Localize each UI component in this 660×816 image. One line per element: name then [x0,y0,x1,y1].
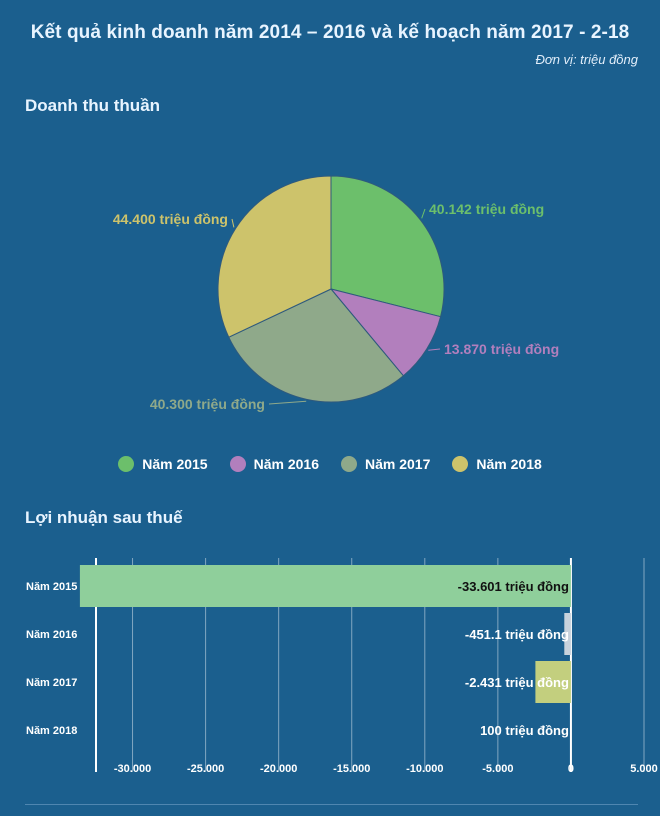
x-tick-label-5: -5.000 [482,763,513,775]
x-tick-label-3: -15.000 [333,763,370,775]
revenue-pie-chart: 40.142 triệu đồng 13.870 triệu đồng 40.300… [113,175,559,412]
pie-leader-n-m-2018 [231,218,235,228]
pie-label-n-m-2018: 44.400 triệu đồng [113,211,228,227]
category-label-n-m-2017: Năm 2017 [26,677,77,689]
bar-value-label-n-m-2018: 100 triệu đồng [480,723,569,738]
pie-leader-n-m-2015 [421,208,426,219]
category-label-n-m-2018: Năm 2018 [26,725,77,737]
legend-item-2017[interactable]: Năm 2017 [341,456,430,472]
pie-leader-n-m-2017 [268,400,307,405]
bar-value-label-n-m-2016: -451.1 triệu đồng [465,627,569,642]
x-tick-label-6: 0 [568,763,574,775]
bar-value-label-n-m-2015: -33.601 triệu đồng [458,579,569,594]
pie-leader-n-m-2016 [428,348,441,351]
legend-label-2018: Năm 2018 [476,456,542,472]
category-label-n-m-2016: Năm 2016 [26,629,77,641]
category-label-n-m-2015: Năm 2015 [26,581,77,593]
legend-dot-2018 [452,456,469,472]
pie-slice-n-m-2016[interactable] [329,288,442,377]
x-tick-label-0: -30.000 [114,763,151,775]
x-tick-label-4: -10.000 [406,763,443,775]
bar-n-m-2015[interactable] [79,565,571,607]
pie-slice-n-m-2017[interactable] [228,288,405,403]
unit-label: Đơn vị: triệu đồng [535,52,638,67]
bar-n-m-2017[interactable] [535,661,571,703]
legend-dot-2016 [229,456,246,472]
legend-label-2015: Năm 2015 [142,456,208,472]
bar-value-label-n-m-2017: -2.431 triệu đồng [465,675,569,690]
pie-label-n-m-2016: 13.870 triệu đồng [444,341,559,357]
pie-slice-n-m-2018[interactable] [217,175,332,338]
legend-item-2015[interactable]: Năm 2015 [118,456,208,472]
legend-label-2016: Năm 2016 [253,456,319,472]
page-title: Kết quả kinh doanh năm 2014 – 2016 và kế… [30,22,630,43]
footer-divider [25,804,638,805]
profit-bar-chart: Năm 2015 -33.601 triệu đồng Năm 2016 -451.1… [26,558,658,775]
pie-legend: Năm 2015 Năm 2016 Năm 2017 Năm 2018 [0,456,660,472]
x-tick-label-2: -20.000 [260,763,297,775]
pie-chart-title: Doanh thu thuần [25,96,161,115]
bar-chart-title: Lợi nhuận sau thuế [25,508,183,527]
legend-item-2016[interactable]: Năm 2016 [229,456,319,472]
x-tick-label-1: -25.000 [187,763,224,775]
x-tick-label-7: 5.000 [630,763,658,775]
legend-item-2018[interactable]: Năm 2018 [452,456,542,472]
pie-label-n-m-2017: 40.300 triệu đồng [150,396,265,412]
pie-label-n-m-2015: 40.142 triệu đồng [429,201,544,217]
pie-slice-n-m-2015[interactable] [330,175,445,318]
bar-n-m-2016[interactable] [564,613,571,655]
legend-dot-2015 [118,456,135,472]
legend-label-2017: Năm 2017 [365,456,431,472]
legend-dot-2017 [341,456,357,472]
